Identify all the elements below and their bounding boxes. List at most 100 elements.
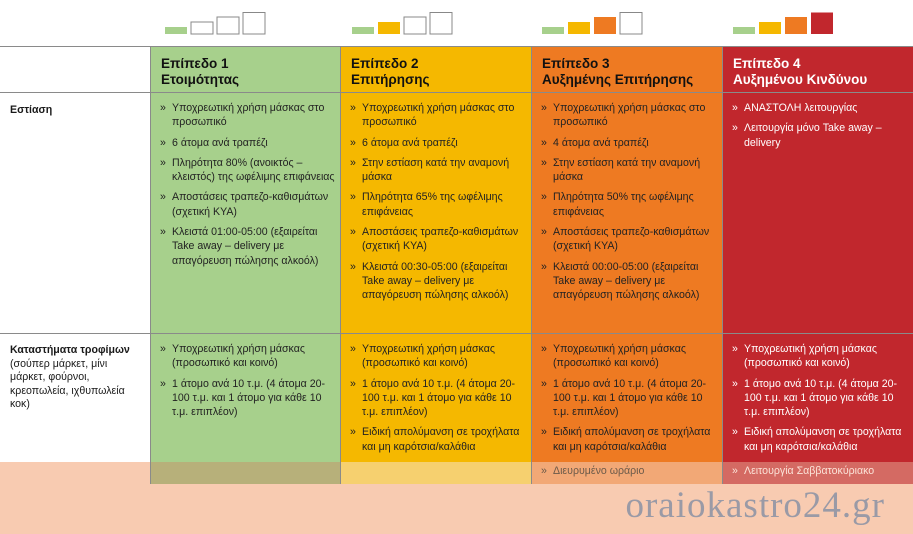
level-3-gauge-icon [541,12,647,36]
level-4-header: Επίπεδο 4 Αυξημένου Κινδύνου [733,56,867,88]
list-item: » Ειδική απολύμανση σε τροχήλατα και μη κ… [732,426,902,453]
cell-food-stores-level-1: » Υποχρεωτική χρήση μάσκας (προσωπικό και… [160,342,336,425]
bullet: » [541,426,547,439]
cell-food-stores-level-4: » Υποχρεωτική χρήση μάσκας (προσωπικό και… [732,342,908,460]
list-item: » Υποχρεωτική χρήση μάσκας (προσωπικό και… [732,343,877,370]
level-3-title: Επίπεδο 3 [542,56,610,71]
bullet: » [350,343,356,355]
bottom-band-level-2 [341,462,532,484]
level-2-subtitle: Επιτήρησης [351,72,430,87]
list-item: » Στην εστίαση κατά την αναμονή μάσκα [541,156,701,184]
level-3-column [532,46,723,484]
row-label-restaurants: Εστίαση [10,104,140,118]
list-item: » Αποστάσεις τραπεζο-καθισμάτων (σχετική … [541,226,710,253]
bullet: » [732,102,738,114]
bullet: » [732,343,738,355]
list-item: » 6 άτομα ανά τραπέζι [350,136,458,149]
level-2-column [341,46,532,484]
bullet: » [541,102,547,114]
list-item: » Υποχρεωτική χρήση μάσκας στο προσωπικό [541,102,706,129]
list-item: » ΑΝΑΣΤΟΛΗ λειτουργίας [732,102,858,114]
list-item: » Κλειστά 00:00-05:00 (εξαιρείται Take aw… [541,260,700,302]
cell-restaurants-level-1: » Υποχρεωτική χρήση μάσκας στο προσωπικό … [160,101,336,274]
list-item: » 1 άτομο ανά 10 τ.μ. (4 άτομα 20-100 τ.μ… [160,377,326,419]
level-1-column [151,46,341,484]
bullet: » [160,343,166,355]
bullet: » [541,343,547,355]
bullet: » [350,260,356,273]
cell-food-stores-level-2: » Υποχρεωτική χρήση μάσκας (προσωπικό και… [350,342,526,460]
grid-line-col-1 [150,46,151,484]
bullet: » [541,260,547,273]
list-item: » Πληρότητα 65% της ωφέλιμης επιφάνειας [350,191,503,218]
partial-row-level-4: » Λειτουργία Σαββατοκύριακο [732,465,875,477]
level-3-subtitle: Αυξημένης Επιτήρησης [542,72,694,87]
bullet: » [541,191,547,204]
cell-food-stores-level-3: » Υποχρεωτική χρήση μάσκας (προσωπικό και… [541,342,717,460]
list-item: » Υποχρεωτική χρήση μάσκας (προσωπικό και… [160,343,305,370]
row-title: Εστίαση [10,104,53,116]
grid-line-col-3 [531,46,532,484]
list-item: » Αποστάσεις τραπεζο-καθισμάτων (σχετική … [350,226,519,253]
list-item: » 1 άτομο ανά 10 τ.μ. (4 άτομα 20-100 τ.μ… [350,377,516,419]
bullet: » [160,102,166,114]
bottom-band-level-1 [151,462,341,484]
grid-line-col-2 [340,46,341,484]
cell-restaurants-level-3: » Υποχρεωτική χρήση μάσκας στο προσωπικό … [541,101,717,309]
list-item: » Πληρότητα 80% (ανοικτός – κλειστός) της… [160,156,335,184]
row-title: Καταστήματα τροφίμων [10,344,130,356]
list-item: » Αποστάσεις τραπεζο-καθισμάτων (σχετική … [160,191,329,218]
bullet: » [160,191,166,204]
level-1-header: Επίπεδο 1 Ετοιμότητας [161,56,239,88]
list-item: » Υποχρεωτική χρήση μάσκας στο προσωπικό [160,102,325,129]
bullet: » [732,426,738,439]
bullet: » [350,226,356,239]
bullet: » [350,102,356,114]
bullet: » [160,377,166,390]
bullet: » [350,156,356,169]
bullet: » [732,465,738,477]
bullet: » [541,465,547,477]
bullet: » [350,377,356,390]
bullet: » [732,377,738,390]
cell-restaurants-level-2: » Υποχρεωτική χρήση μάσκας στο προσωπικό … [350,101,526,309]
bullet: » [350,136,356,149]
list-item: » Ειδική απολύμανση σε τροχήλατα και μη κ… [350,426,520,453]
bullet: » [541,136,547,149]
level-4-column [723,46,913,484]
bottom-band-level-3 [532,462,723,484]
list-item: » Κλειστά 00:30-05:00 (εξαιρείται Take aw… [350,260,509,302]
list-item: » 1 άτομο ανά 10 τ.μ. (4 άτομα 20-100 τ.μ… [541,377,707,419]
list-item: » 4 άτομα ανά τραπέζι [541,136,649,149]
grid-line-row [0,333,913,334]
cell-restaurants-level-4: » ΑΝΑΣΤΟΛΗ λειτουργίας » Λειτουργία μόνο T… [732,101,908,156]
level-1-subtitle: Ετοιμότητας [161,72,240,87]
row-subtitle: (σούπερ μάρκετ, μίνι μάρκετ, φούρνοι, κρ… [10,357,125,411]
bullet: » [350,426,356,439]
bullet: » [541,226,547,239]
grid-line-top [0,46,913,47]
list-item: » Ειδική απολύμανση σε τροχήλατα και μη κ… [541,426,711,453]
list-item: » 1 άτομο ανά 10 τ.μ. (4 άτομα 20-100 τ.μ… [732,377,898,419]
level-1-gauge-icon [164,12,270,36]
level-3-header: Επίπεδο 3 Αυξημένης Επιτήρησης [542,56,693,88]
level-4-gauge-icon [732,12,838,36]
level-1-title: Επίπεδο 1 [161,56,229,71]
list-item: » Υποχρεωτική χρήση μάσκας (προσωπικό και… [541,343,686,370]
list-item: » Πληρότητα 50% της ωφέλιμης επιφάνειας [541,191,694,218]
bullet: » [350,191,356,204]
level-2-header: Επίπεδο 2 Επιτήρησης [351,56,429,88]
level-4-subtitle: Αυξημένου Κινδύνου [733,72,868,87]
level-2-title: Επίπεδο 2 [351,56,419,71]
grid-line-col-4 [722,46,723,484]
grid-line-header [0,92,913,93]
list-item: » Λειτουργία μόνο Take away – delivery [732,122,882,149]
watermark: oraiokastro24.gr [625,485,885,526]
partial-row-level-3: » Διευρυμένο ωράριο [541,465,645,477]
bullet: » [160,226,166,239]
list-item: » Στην εστίαση κατά την αναμονή μάσκα [350,156,510,184]
bullet: » [160,136,166,149]
level-2-gauge-icon [351,12,457,36]
list-item: » Υποχρεωτική χρήση μάσκας στο προσωπικό [350,102,515,129]
bottom-band-level-4 [723,462,913,484]
